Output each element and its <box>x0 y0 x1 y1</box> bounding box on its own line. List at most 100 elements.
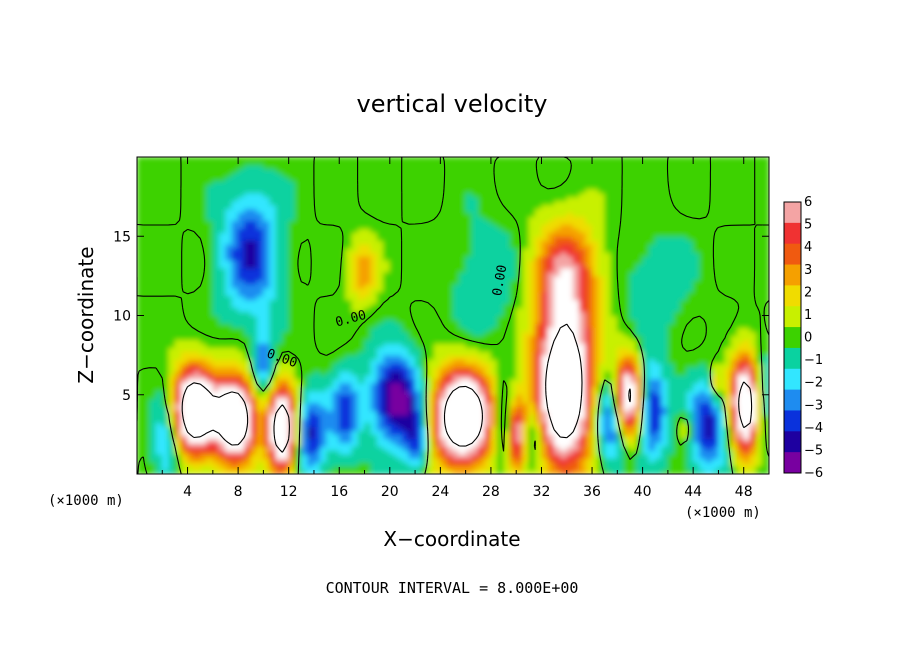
heatmap-cell <box>301 382 309 388</box>
heatmap-cell <box>370 465 378 471</box>
heatmap-cell <box>389 382 397 388</box>
heatmap-cell <box>364 299 372 305</box>
heatmap-cell <box>231 350 239 356</box>
heatmap-cell <box>433 382 441 388</box>
heatmap-cell <box>654 394 663 400</box>
heatmap-cell <box>402 390 410 396</box>
heatmap-cell <box>389 370 397 376</box>
heatmap-cell <box>149 418 157 423</box>
heatmap-cell <box>598 354 606 360</box>
heatmap-cell <box>667 315 675 320</box>
heatmap-cell <box>364 315 372 320</box>
heatmap-cell <box>692 342 700 348</box>
heatmap-cell <box>237 275 245 281</box>
heatmap-cell <box>680 366 688 372</box>
heatmap-cell <box>534 469 542 474</box>
heatmap-cell <box>231 370 239 376</box>
heatmap-cell <box>667 449 675 455</box>
heatmap-cell <box>686 453 694 459</box>
heatmap-cell <box>244 382 252 388</box>
heatmap-cell <box>199 430 208 435</box>
heatmap-cell <box>692 382 700 388</box>
heatmap-cell <box>673 438 682 443</box>
heatmap-cell <box>225 366 233 372</box>
heatmap-cell <box>724 279 732 285</box>
heatmap-cell <box>496 378 505 384</box>
heatmap-cell <box>440 374 448 380</box>
heatmap-cell <box>503 323 511 328</box>
heatmap-cell <box>288 370 296 376</box>
heatmap-cell <box>269 303 277 309</box>
heatmap-cell <box>326 323 334 328</box>
heatmap-cell <box>319 453 328 459</box>
heatmap-cell <box>591 354 599 360</box>
heatmap-cell <box>338 283 347 289</box>
heatmap-cell <box>149 366 157 372</box>
heatmap-cell <box>370 366 378 372</box>
heatmap-cell <box>484 378 492 384</box>
heatmap-cell <box>414 307 422 313</box>
heatmap-cell <box>598 434 606 439</box>
heatmap-cell <box>642 390 650 396</box>
heatmap-cell <box>408 426 416 431</box>
heatmap-cell <box>572 461 580 467</box>
heatmap-cell <box>256 453 264 459</box>
heatmap-cell <box>591 398 599 404</box>
heatmap-cell <box>427 275 435 281</box>
heatmap-cell <box>174 426 182 431</box>
heatmap-cell <box>402 386 410 392</box>
heatmap-cell <box>161 303 170 309</box>
heatmap-cell <box>155 291 163 297</box>
heatmap-cell <box>168 398 176 404</box>
heatmap-cell <box>503 358 511 364</box>
heatmap-cell <box>496 398 505 404</box>
heatmap-cell <box>155 422 163 427</box>
heatmap-cell <box>756 402 764 408</box>
heatmap-cell <box>515 331 524 336</box>
heatmap-cell <box>553 358 561 364</box>
heatmap-cell <box>376 327 384 332</box>
heatmap-cell <box>654 406 663 412</box>
heatmap-cell <box>338 453 347 459</box>
heatmap-cell <box>699 438 707 443</box>
heatmap-cell <box>395 374 403 380</box>
heatmap-cell <box>749 422 757 427</box>
heatmap-cell <box>326 398 334 404</box>
heatmap-cell <box>737 457 745 463</box>
heatmap-cell <box>477 362 486 368</box>
heatmap-cell <box>667 394 675 400</box>
heatmap-cell <box>667 465 675 471</box>
heatmap-cell <box>629 406 637 412</box>
heatmap-cell <box>212 295 220 301</box>
heatmap-cell <box>364 319 372 324</box>
heatmap-cell <box>718 445 726 451</box>
heatmap-cell <box>427 311 435 316</box>
heatmap-cell <box>724 453 732 459</box>
heatmap-cell <box>161 327 170 332</box>
heatmap-cell <box>440 402 448 408</box>
heatmap-cell <box>503 366 511 372</box>
heatmap-cell <box>395 327 403 332</box>
heatmap-cell <box>572 449 580 455</box>
heatmap-cell <box>598 350 606 356</box>
heatmap-cell <box>364 354 372 360</box>
heatmap-cell <box>427 410 435 416</box>
heatmap-cell <box>332 338 340 344</box>
heatmap-cell <box>484 386 492 392</box>
heatmap-cell <box>282 295 290 301</box>
heatmap-cell <box>705 287 713 293</box>
heatmap-cell <box>680 311 688 316</box>
heatmap-cell <box>762 386 769 392</box>
heatmap-cell <box>566 422 574 427</box>
heatmap-cell <box>629 291 637 297</box>
heatmap-cell <box>667 374 675 380</box>
heatmap-cell <box>155 382 163 388</box>
heatmap-cell <box>547 445 555 451</box>
heatmap-cell <box>244 370 252 376</box>
heatmap-cell <box>319 469 328 474</box>
heatmap-cell <box>143 449 151 455</box>
heatmap-cell <box>408 457 416 463</box>
heatmap-cell <box>263 279 271 285</box>
heatmap-cell <box>452 358 460 364</box>
heatmap-cell <box>711 335 719 340</box>
